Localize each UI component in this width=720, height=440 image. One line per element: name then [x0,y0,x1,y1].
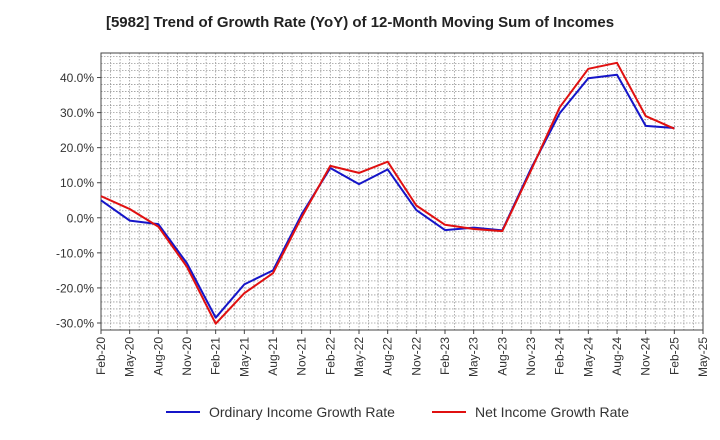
legend-label-ordinary: Ordinary Income Growth Rate [209,404,395,420]
x-tick-label: Nov-22 [409,337,423,376]
x-tick-label: Nov-21 [295,337,309,376]
y-tick-label: 20.0% [60,141,94,155]
y-tick-label: -10.0% [56,246,94,260]
legend-swatch-ordinary [166,411,200,413]
legend-label-net: Net Income Growth Rate [475,404,630,420]
legend-swatch-net [432,411,466,413]
chart-title: [5982] Trend of Growth Rate (YoY) of 12-… [105,14,615,31]
legend-item-ordinary: Ordinary Income Growth Rate [166,404,395,420]
x-tick-label: Feb-21 [209,337,223,375]
plot-frame [100,52,704,331]
legend: Ordinary Income Growth Rate Net Income G… [0,404,720,424]
x-tick-label: May-23 [467,337,481,377]
legend-item-net: Net Income Growth Rate [432,404,629,420]
y-tick-label: 40.0% [60,71,94,85]
x-tick-label: May-21 [237,337,251,377]
plot-area [101,53,703,330]
series-line-ordinary [100,73,675,319]
x-tick-label: Aug-24 [610,337,624,376]
y-tick-label: -20.0% [56,281,94,295]
series-line-net [100,61,675,325]
x-tick-label: May-22 [352,337,366,377]
x-tick-label: Nov-23 [524,337,538,376]
series-lines [100,61,675,325]
x-tick-label: Aug-22 [381,337,395,376]
y-tick-label: 10.0% [60,176,94,190]
x-tick-label: Feb-25 [667,337,681,375]
y-tick-label: 30.0% [60,106,94,120]
x-tick-label: Feb-20 [94,337,108,375]
x-tick-label: Nov-20 [180,337,194,376]
x-tick-label: Feb-24 [553,337,567,375]
axes: -30.0% -20.0% -10.0% 0.0% 10.0% 20.0% 30.0% 40.… [56,52,710,377]
x-tick-label: Feb-22 [323,337,337,375]
x-tick-label: Feb-23 [438,337,452,375]
y-tick-label: 0.0% [67,211,95,225]
x-tick-label: Aug-20 [151,337,165,376]
x-tick-label: Aug-23 [495,337,509,376]
x-tick-label: Nov-24 [639,337,653,376]
grid [101,53,703,330]
x-tick-label: May-20 [123,337,137,377]
x-tick-label: Aug-21 [266,337,280,376]
x-tick-label: May-25 [696,337,710,377]
y-tick-label: -30.0% [56,316,94,330]
x-tick-label: May-24 [581,337,595,377]
